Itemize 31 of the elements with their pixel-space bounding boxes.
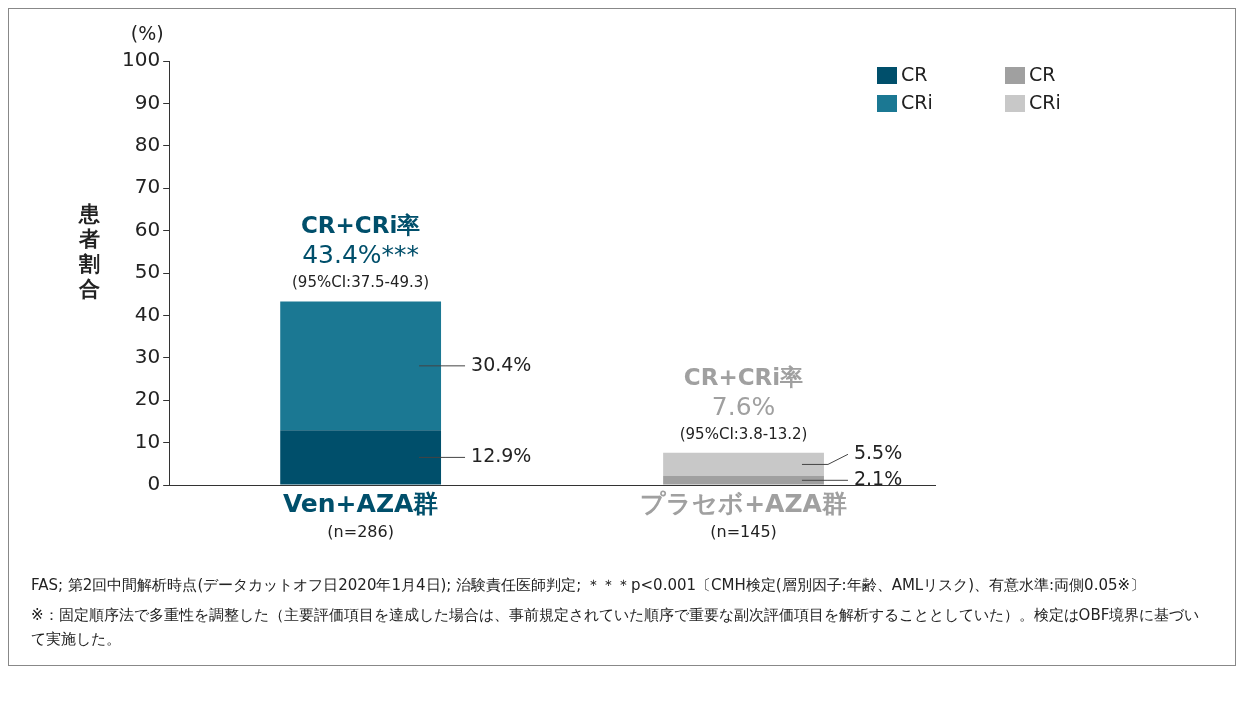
annotation: (95%CI:3.8-13.2)	[679, 425, 808, 444]
y-tick-label: 10	[134, 428, 161, 453]
annotation: CR+CRi率	[300, 212, 421, 239]
annotation: 43.4%***	[302, 239, 420, 269]
annotation: (95%CI:37.5-49.3)	[292, 273, 430, 292]
y-tick-label: 20	[134, 386, 161, 411]
y-axis-title: 患者割合	[77, 201, 101, 301]
data-label: 12.9%	[471, 444, 532, 467]
legend-label: CRi	[1029, 90, 1061, 113]
data-label: 5.5%	[853, 441, 903, 464]
annotation: CR+CRi率	[683, 364, 804, 391]
legend-label: CRi	[901, 90, 933, 113]
y-tick-label: 50	[134, 259, 161, 284]
x-tick-label: Ven+AZA群 (n=286)	[282, 489, 439, 542]
y-tick-label: 40	[134, 301, 161, 326]
legend-label: CR	[1029, 62, 1056, 85]
y-tick-label: 70	[134, 174, 161, 199]
text: FAS; 第2回中間解析時点(データカットオフ日2020年1月4日); 治験責任医師判定; ＊＊＊p<0.001〔CMH検定(層別因子:年齢、AMLリスク)、有意水準:両側0.05※〕	[31, 575, 1147, 596]
y-tick-label: 60	[134, 216, 161, 241]
y-tick-label: 80	[134, 132, 161, 156]
x-tick-label: プラセボ+AZA群 (n=145)	[640, 489, 847, 542]
legend-label: CR	[901, 62, 928, 85]
data-label: 2.1%	[853, 467, 903, 490]
text: (%)	[130, 22, 164, 45]
y-tick-label: 90	[134, 89, 161, 114]
text: ※：固定順序法で多重性を調整した（主要評価項目を達成した場合は、事前規定されていた順序で重要な副次評価項目を解析することとしていた）。検定はOBF境界に基づいて実施した。	[31, 605, 1201, 650]
annotation: 7.6%	[711, 391, 776, 421]
y-tick-label: 30	[134, 344, 161, 368]
y-tick-label: 0	[147, 471, 161, 496]
y-tick-label: 100	[121, 47, 161, 72]
data-label: 30.4%	[471, 352, 532, 375]
